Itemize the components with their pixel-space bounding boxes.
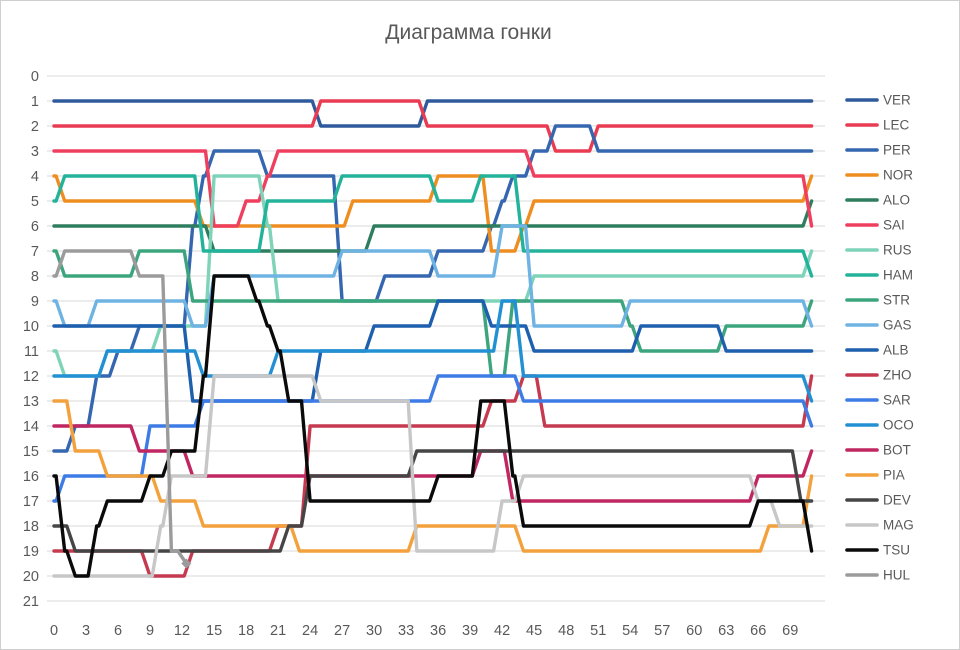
x-tick-label: 60 [686, 623, 702, 639]
y-tick-label: 14 [23, 419, 39, 435]
legend-label-BOT: BOT [883, 443, 911, 458]
series-line-HUL [52, 249, 188, 566]
legend-label-ALB: ALB [883, 343, 909, 358]
legend-label-GAS: GAS [883, 318, 912, 333]
series-line-MAG [52, 374, 814, 578]
x-tick-label: 24 [302, 623, 318, 639]
legend-label-ZHO: ZHO [883, 368, 912, 383]
y-tick-label: 9 [31, 294, 39, 310]
legend-item-NOR: NOR [845, 168, 913, 183]
series-line-NOR [52, 174, 814, 253]
series-line-DEV [52, 449, 814, 553]
x-tick-label: 48 [558, 623, 574, 639]
legend-label-ALO: ALO [883, 193, 910, 208]
y-tick-label: 5 [31, 194, 39, 210]
x-tick-label: 66 [750, 623, 766, 639]
series-line-LEC [52, 99, 814, 153]
y-tick-label: 12 [23, 369, 39, 385]
y-tick-label: 15 [23, 444, 39, 460]
legend-label-MAG: MAG [883, 518, 914, 533]
y-tick-label: 3 [31, 144, 39, 160]
x-tick-label: 57 [654, 623, 670, 639]
y-tick-label: 4 [31, 169, 39, 185]
legend-label-HUL: HUL [883, 568, 910, 583]
legend-item-TSU: TSU [845, 543, 910, 558]
series-line-GAS [52, 224, 814, 328]
legend-item-STR: STR [845, 293, 910, 308]
y-tick-label: 21 [23, 594, 39, 610]
x-tick-label: 12 [174, 623, 190, 639]
legend-label-TSU: TSU [883, 543, 910, 558]
legend-item-BOT: BOT [845, 443, 911, 458]
y-tick-label: 10 [23, 319, 39, 335]
x-tick-label: 45 [526, 623, 542, 639]
x-tick-label: 15 [206, 623, 222, 639]
legend-item-ALO: ALO [845, 193, 910, 208]
x-tick-label: 21 [270, 623, 286, 639]
x-tick-label: 33 [398, 623, 414, 639]
y-tick-label: 6 [31, 219, 39, 235]
y-tick-label: 19 [23, 544, 39, 560]
legend-label-OCO: OCO [883, 418, 914, 433]
x-tick-label: 54 [622, 623, 638, 639]
x-tick-label: 42 [494, 623, 510, 639]
legend-item-LEC: LEC [845, 118, 910, 133]
y-tick-label: 7 [31, 244, 39, 260]
legend-item-ZHO: ZHO [845, 368, 912, 383]
y-tick-label: 11 [24, 344, 39, 360]
legend-item-VER: VER [845, 93, 911, 108]
legend-label-STR: STR [883, 293, 910, 308]
x-tick-label: 63 [718, 623, 734, 639]
x-tick-label: 69 [782, 623, 798, 639]
legend-item-MAG: MAG [845, 518, 914, 533]
legend-label-HAM: HAM [883, 268, 913, 283]
series-line-HAM [52, 174, 814, 278]
y-tick-label: 1 [31, 94, 39, 110]
x-tick-label: 36 [430, 623, 446, 639]
legend-label-SAR: SAR [883, 393, 911, 408]
series-line-ALO [52, 199, 814, 253]
y-tick-label: 0 [31, 69, 39, 85]
legend-item-HUL: HUL [845, 568, 910, 583]
y-tick-label: 13 [23, 394, 39, 410]
x-tick-label: 39 [462, 623, 478, 639]
legend-item-PER: PER [845, 143, 911, 158]
x-tick-label: 51 [590, 623, 606, 639]
legend-item-PIA: PIA [845, 468, 905, 483]
legend-item-ALB: ALB [845, 343, 909, 358]
y-tick-label: 16 [23, 469, 39, 485]
legend-item-GAS: GAS [845, 318, 912, 333]
legend-label-SAI: SAI [883, 218, 905, 233]
legend-item-HAM: HAM [845, 268, 913, 283]
x-tick-label: 30 [366, 623, 382, 639]
x-tick-label: 27 [334, 623, 350, 639]
legend-label-PER: PER [883, 143, 911, 158]
legend-item-RUS: RUS [845, 243, 912, 258]
x-tick-label: 3 [82, 623, 90, 639]
y-tick-label: 8 [31, 269, 39, 285]
x-tick-label: 6 [114, 623, 122, 639]
legend-item-DEV: DEV [845, 493, 911, 508]
y-tick-label: 17 [23, 494, 39, 510]
legend-label-VER: VER [883, 93, 911, 108]
x-tick-label: 0 [50, 623, 58, 639]
retirement-marker-HUL [181, 558, 192, 569]
y-tick-label: 18 [23, 519, 39, 535]
legend-label-RUS: RUS [883, 243, 912, 258]
legend-label-NOR: NOR [883, 168, 913, 183]
legend-label-DEV: DEV [883, 493, 911, 508]
legend-label-LEC: LEC [883, 118, 910, 133]
legend-item-OCO: OCO [845, 418, 914, 433]
legend-label-PIA: PIA [883, 468, 905, 483]
x-tick-label: 9 [146, 623, 154, 639]
y-tick-label: 2 [31, 119, 39, 135]
legend-item-SAI: SAI [845, 218, 905, 233]
legend-item-SAR: SAR [845, 393, 911, 408]
y-tick-label: 20 [23, 569, 39, 585]
x-tick-label: 18 [238, 623, 254, 639]
series-line-TSU [52, 274, 814, 578]
series-line-VER [52, 99, 814, 128]
